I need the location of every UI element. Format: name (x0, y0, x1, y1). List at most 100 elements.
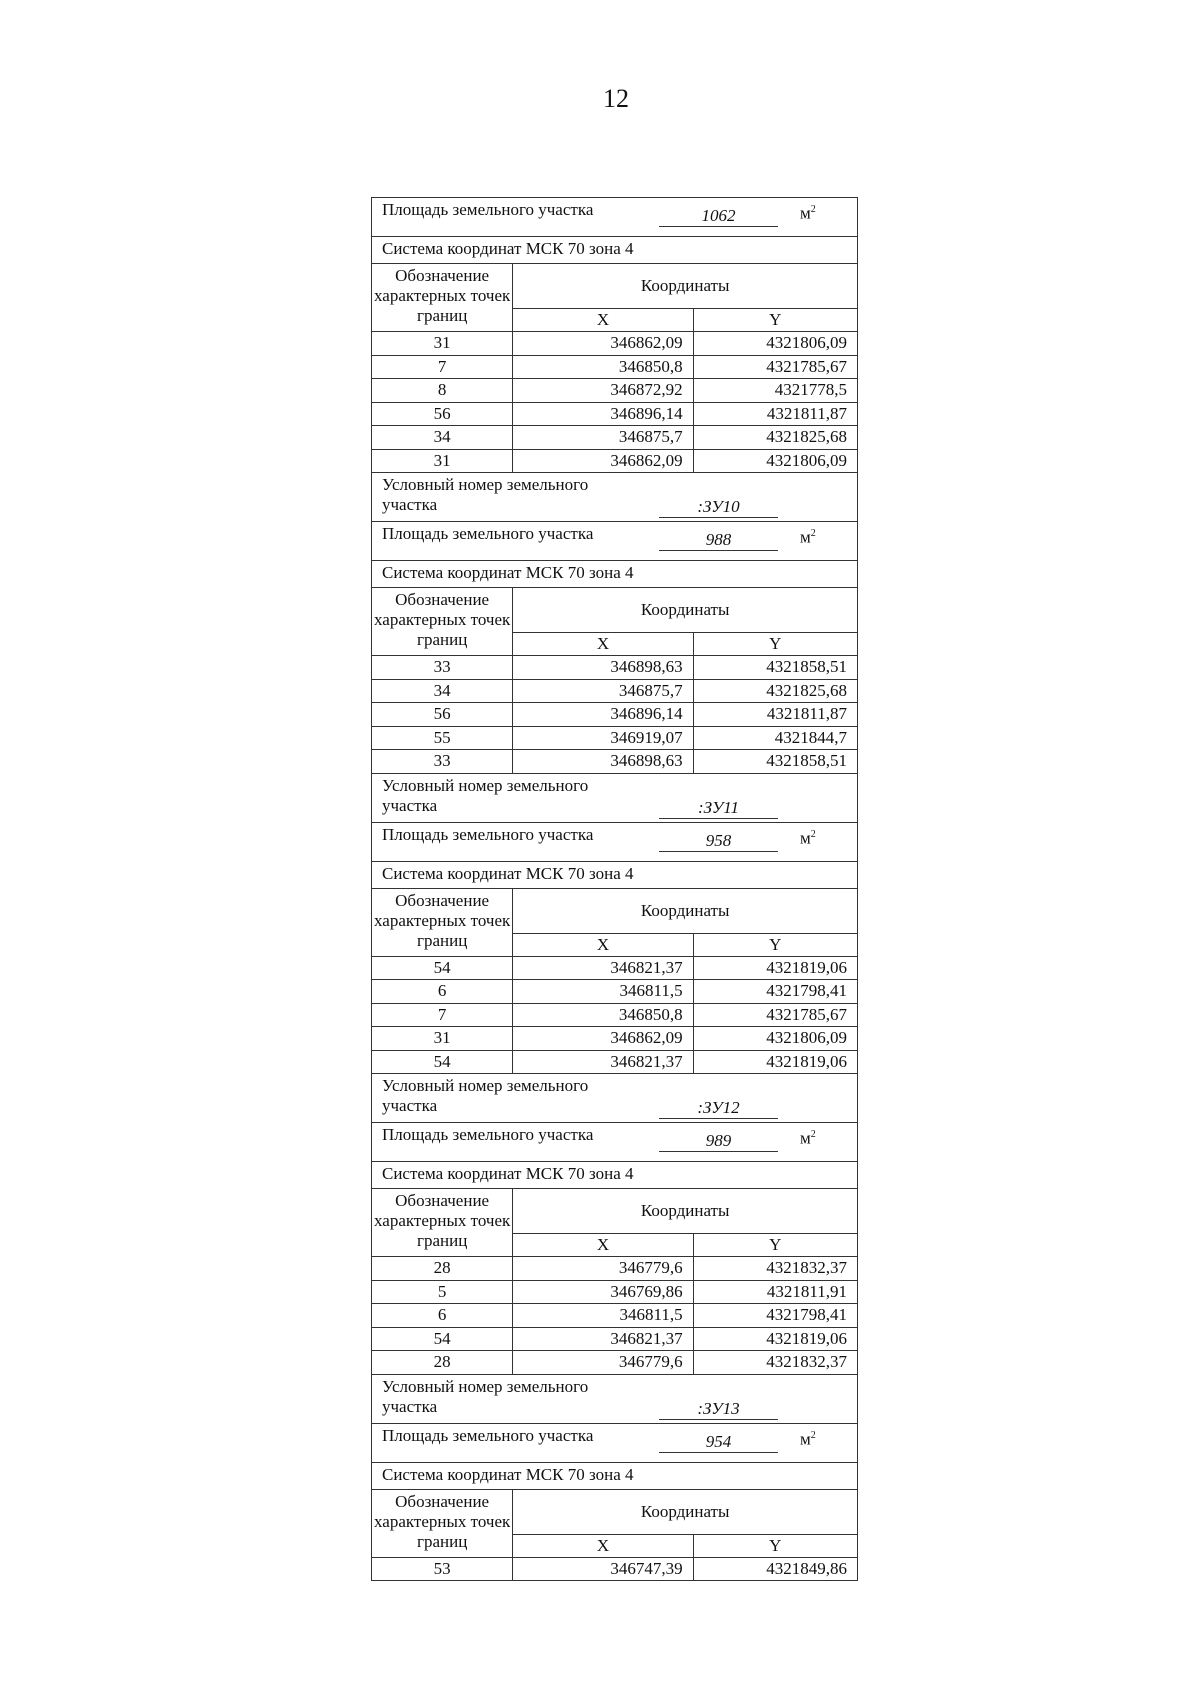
point-number: 56 (370, 401, 514, 426)
y-value: 4321819,06 (692, 1049, 859, 1074)
y-header: Y (692, 632, 859, 656)
table-row: 28 346779,6 4321832,37 (370, 1350, 859, 1375)
area-unit: м2 (800, 203, 816, 223)
point-number: 54 (370, 955, 514, 980)
area-unit: м2 (800, 1128, 816, 1148)
area-unit: м2 (800, 828, 816, 848)
point-number: 28 (370, 1350, 514, 1375)
table-row: 6 346811,5 4321798,41 (370, 1303, 859, 1328)
area-row: Площадь земельного участка 958 м2 (371, 821, 858, 862)
y-value: 4321811,87 (692, 702, 859, 727)
conditional-number-row: Условный номер земельного участка:ЗУ11 (371, 772, 858, 823)
x-value: 346896,14 (512, 702, 694, 727)
coordinate-system-row: Система координат МСК 70 зона 4 (371, 236, 858, 264)
x-value: 346872,92 (512, 378, 694, 403)
point-number: 7 (370, 354, 514, 379)
point-number: 55 (370, 725, 514, 750)
conditional-number-label: Условный номер земельного участка (382, 475, 589, 514)
x-value: 346850,8 (512, 1002, 694, 1027)
coordinates-header: Координаты (512, 1188, 858, 1234)
table-row: 31 346862,09 4321806,09 (370, 448, 859, 473)
area-row: Площадь земельного участка 989 м2 (371, 1122, 858, 1162)
x-header: X (512, 932, 694, 957)
y-value: 4321844,7 (692, 725, 859, 750)
table-row: 7 346850,8 4321785,67 (370, 354, 859, 379)
table-row: 5 346769,86 4321811,91 (370, 1279, 859, 1304)
coordinate-system: Система координат МСК 70 зона 4 (371, 236, 858, 264)
conditional-number-value: :ЗУ10 (659, 497, 778, 518)
point-header: Обозначение характерных точек границ (370, 587, 514, 656)
point-header: Обозначение характерных точек границ (370, 887, 514, 957)
x-value: 346919,07 (512, 725, 694, 750)
point-header: Обозначение характерных точек границ (370, 1488, 514, 1558)
table-row: 54 346821,37 4321819,06 (370, 955, 859, 980)
y-value: 4321785,67 (692, 1002, 859, 1027)
table-row: 56 346896,14 4321811,87 (370, 702, 859, 727)
point-number: 31 (370, 1026, 514, 1051)
x-header: X (512, 1533, 694, 1558)
coordinates-header: Координаты (512, 887, 858, 934)
x-value: 346875,7 (512, 678, 694, 703)
point-number: 33 (370, 655, 514, 680)
y-value: 4321825,68 (692, 425, 859, 450)
area-label: Площадь земельного участка (382, 200, 594, 219)
x-value: 346821,37 (512, 955, 694, 980)
y-header: Y (692, 932, 859, 957)
point-number: 8 (370, 378, 514, 403)
conditional-number-label: Условный номер земельного участка (382, 1376, 589, 1416)
coordinate-system-row: Система координат МСК 70 зона 4 (371, 860, 858, 889)
area-unit: м2 (800, 527, 816, 547)
point-number: 7 (370, 1002, 514, 1027)
coordinates-header: Координаты (512, 1488, 858, 1535)
area-value: 989 (659, 1131, 778, 1152)
point-number: 31 (370, 448, 514, 473)
x-value: 346821,37 (512, 1326, 694, 1351)
x-header: X (512, 308, 694, 332)
x-header: X (512, 632, 694, 656)
header-row: Обозначение характерных точек границ Коор… (370, 1488, 858, 1558)
y-header: Y (692, 1533, 859, 1558)
x-value: 346779,6 (512, 1350, 694, 1375)
area-row: Площадь земельного участка 954 м2 (371, 1422, 858, 1463)
table-row: 54 346821,37 4321819,06 (370, 1049, 859, 1074)
coordinate-system-row: Система координат МСК 70 зона 4 (371, 1461, 858, 1490)
coordinate-system: Система координат МСК 70 зона 4 (371, 560, 858, 588)
y-value: 4321858,51 (692, 749, 859, 774)
x-value: 346747,39 (512, 1556, 694, 1581)
point-header: Обозначение характерных точек границ (370, 263, 514, 332)
coordinates-header: Координаты (512, 587, 858, 633)
y-value: 4321778,5 (692, 378, 859, 403)
area-unit: м2 (800, 1429, 816, 1449)
conditional-number-label: Условный номер земельного участка (382, 1076, 589, 1115)
header-row: Обозначение характерных точек границ Коор… (370, 587, 858, 656)
point-number: 34 (370, 425, 514, 450)
x-value: 346862,09 (512, 331, 694, 356)
y-value: 4321806,09 (692, 448, 859, 473)
y-value: 4321798,41 (692, 979, 859, 1004)
x-value: 346862,09 (512, 448, 694, 473)
area-row: Площадь земельного участка 988 м2 (371, 521, 858, 561)
y-header: Y (692, 1233, 859, 1257)
table-row: 34 346875,7 4321825,68 (370, 678, 859, 703)
point-number: 6 (370, 1303, 514, 1328)
point-number: 34 (370, 678, 514, 703)
y-value: 4321806,09 (692, 331, 859, 356)
area-value: 1062 (659, 206, 778, 227)
x-value: 346811,5 (512, 979, 694, 1004)
area-label: Площадь земельного участка (382, 824, 594, 844)
y-value: 4321819,06 (692, 1326, 859, 1351)
x-value: 346896,14 (512, 401, 694, 426)
y-value: 4321811,91 (692, 1279, 859, 1304)
y-value: 4321798,41 (692, 1303, 859, 1328)
table-row: 55 346919,07 4321844,7 (370, 725, 859, 750)
table-row: 54 346821,37 4321819,06 (370, 1326, 859, 1351)
conditional-number-value: :ЗУ12 (659, 1098, 778, 1119)
header-row: Обозначение характерных точек границ Коор… (370, 887, 858, 957)
table-row: 28 346779,6 4321832,37 (370, 1256, 859, 1281)
coordinate-system: Система координат МСК 70 зона 4 (371, 1461, 858, 1490)
point-number: 33 (370, 749, 514, 774)
